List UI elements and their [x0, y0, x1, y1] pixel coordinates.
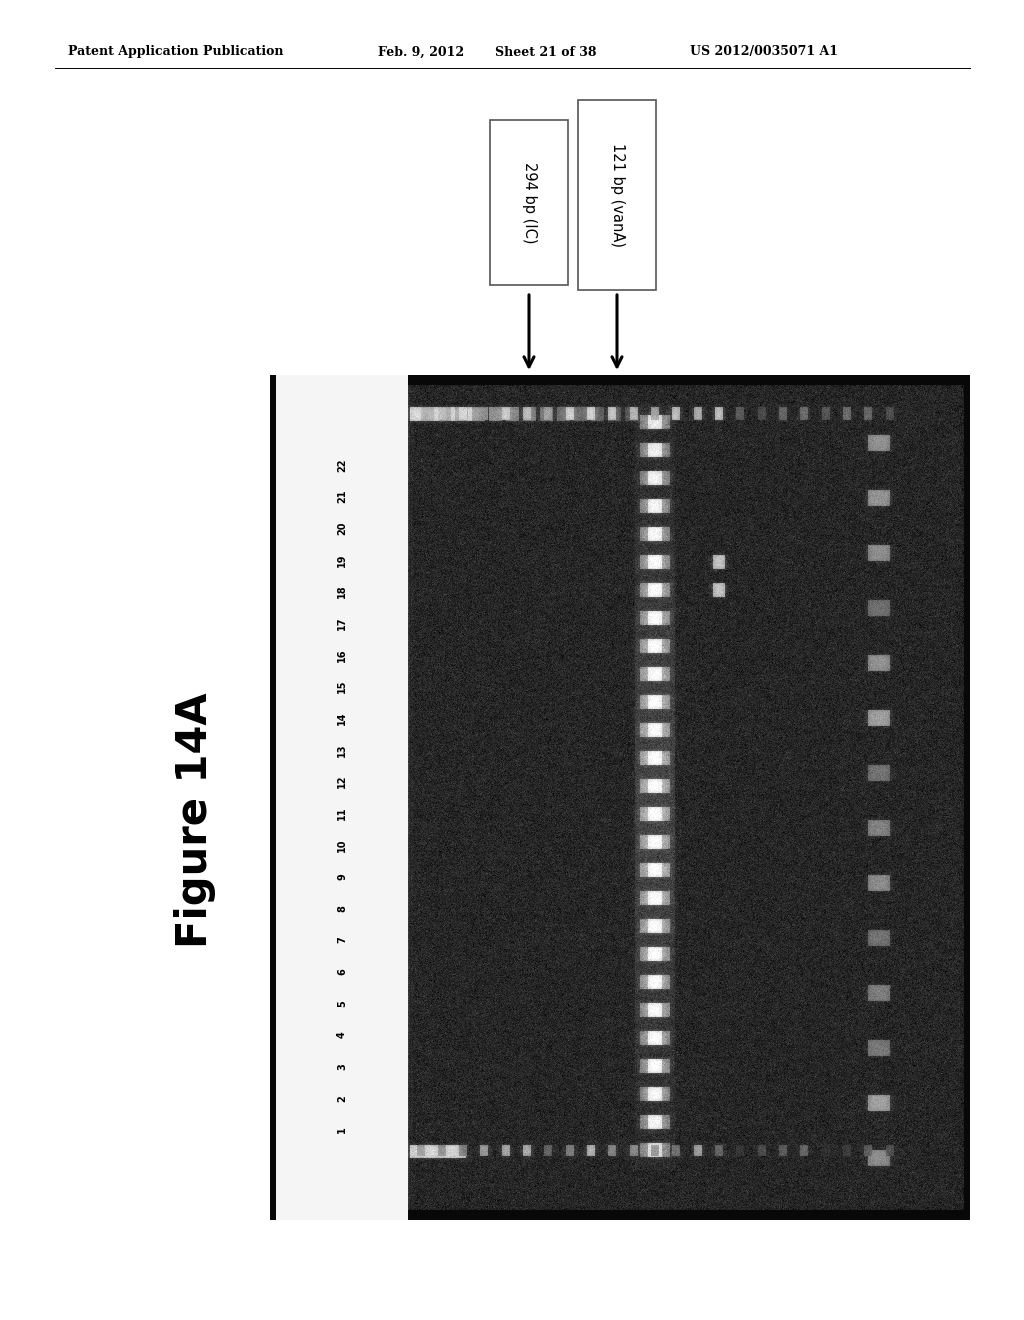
Bar [490, 120, 568, 285]
Bar [578, 100, 656, 290]
Text: 3: 3 [337, 1064, 347, 1071]
Text: 14: 14 [337, 711, 347, 725]
Text: 20: 20 [337, 521, 347, 535]
Text: 13: 13 [337, 743, 347, 756]
Text: 6: 6 [337, 969, 347, 975]
Text: US 2012/0035071 A1: US 2012/0035071 A1 [690, 45, 838, 58]
Text: 121 bp (vanA): 121 bp (vanA) [609, 143, 625, 247]
Text: 17: 17 [337, 616, 347, 630]
Text: 7: 7 [337, 937, 347, 944]
Text: 15: 15 [337, 680, 347, 693]
Text: 10: 10 [337, 838, 347, 851]
Text: 294 bp (IC): 294 bp (IC) [521, 162, 537, 243]
Text: Figure 14A: Figure 14A [174, 692, 216, 948]
Text: 2: 2 [337, 1096, 347, 1102]
Text: 8: 8 [337, 906, 347, 912]
Text: 21: 21 [337, 490, 347, 503]
Text: Sheet 21 of 38: Sheet 21 of 38 [495, 45, 597, 58]
Text: 4: 4 [337, 1032, 347, 1039]
Text: 16: 16 [337, 648, 347, 661]
Text: 18: 18 [337, 585, 347, 598]
Text: 22: 22 [337, 458, 347, 471]
Text: 11: 11 [337, 807, 347, 820]
Text: 12: 12 [337, 775, 347, 788]
Text: 1: 1 [337, 1127, 347, 1134]
Text: 9: 9 [337, 874, 347, 880]
Text: 19: 19 [337, 553, 347, 566]
Text: 5: 5 [337, 1001, 347, 1007]
Text: Feb. 9, 2012: Feb. 9, 2012 [378, 45, 464, 58]
Text: Patent Application Publication: Patent Application Publication [68, 45, 284, 58]
